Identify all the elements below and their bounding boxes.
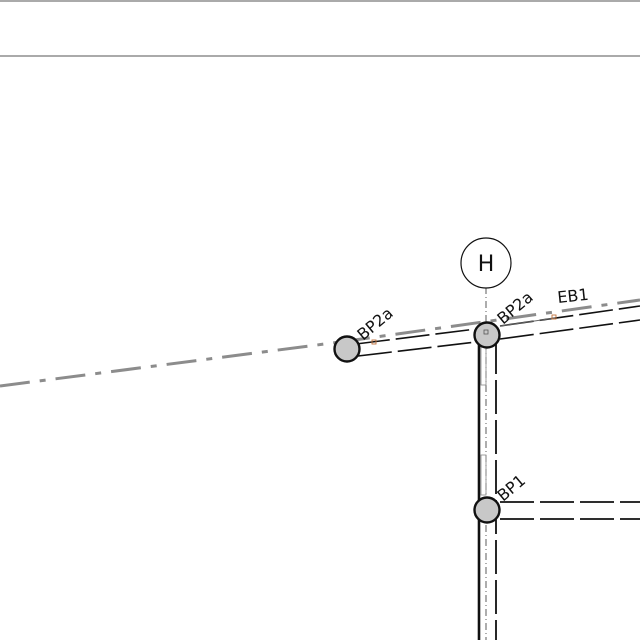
- column-bp1: [473, 496, 501, 524]
- beam-eb1-bottom-edge: [499, 319, 640, 340]
- reference-line-right: [339, 298, 640, 344]
- column-bp2a-right: [473, 321, 501, 349]
- label-bp2a-left: BP2a: [353, 303, 396, 344]
- wall-insert-lower: [480, 454, 487, 496]
- connection-mark-right: [551, 314, 557, 320]
- connection-mark-center: [483, 329, 489, 335]
- beam-bottom-edge: [357, 341, 477, 357]
- grid-bubble-label: H: [478, 252, 495, 277]
- label-eb1: EB1: [556, 285, 589, 307]
- wall-insert-upper: [480, 344, 487, 386]
- connection-mark-left: [371, 339, 377, 345]
- column-bp2a-left: [333, 335, 361, 363]
- reference-line-left: [0, 340, 341, 388]
- grid-bubble-h: [460, 237, 512, 289]
- eb1-thin-line: [499, 317, 556, 327]
- label-bp1: BP1: [493, 471, 529, 505]
